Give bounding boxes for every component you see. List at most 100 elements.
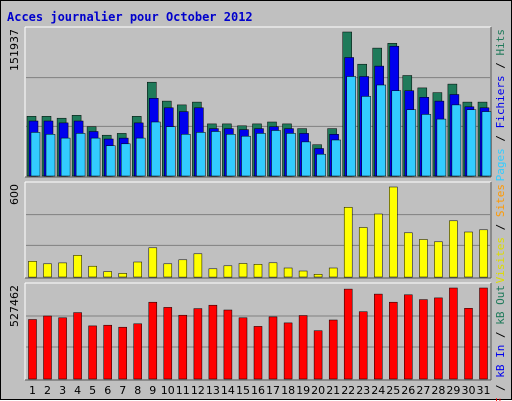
- x-tick-label-day-18: 18: [281, 384, 295, 397]
- legend-entry: Hits: [494, 29, 507, 56]
- bar-bandwidth-kb-f-day-6: [103, 324, 112, 380]
- bar-bandwidth-kb-f-day-7: [118, 326, 127, 380]
- bar-hits-pages-day-1: [30, 132, 41, 177]
- x-tick-label-day-7: 7: [119, 384, 126, 397]
- x-tick-label-day-9: 9: [149, 384, 156, 397]
- bar-bandwidth-kb-f-day-25: [389, 301, 398, 380]
- bar-hits-pages-day-20: [316, 153, 326, 177]
- bar-bandwidth-kb-f-day-30: [464, 308, 473, 380]
- panel-visits-legend: Visites / Sites: [494, 184, 507, 283]
- x-tick-label-day-17: 17: [266, 384, 280, 397]
- panel-hits: 151937 Pages / Fichiers / Hits: [8, 26, 507, 181]
- x-axis-day-labels: 1 2 3 4 5 6 7 8 9 10 11 12 13 14 15 16 17 18 19 20 21 22 23 24 2…: [29, 384, 491, 397]
- bar-hits-pages-day-28: [436, 118, 447, 177]
- x-tick-label-day-6: 6: [104, 384, 111, 397]
- legend-entry: Visites: [494, 237, 507, 283]
- bar-bandwidth-kb-f-day-13: [208, 304, 218, 380]
- bar-visits-visites-day-19: [298, 270, 308, 278]
- bar-hits-pages-day-5: [90, 137, 101, 177]
- bar-visits-visites-day-3: [58, 262, 67, 278]
- x-tick-label-day-21: 21: [326, 384, 340, 397]
- legend-entry: kB F: [494, 398, 507, 401]
- bar-visits-visites-day-29: [449, 220, 458, 278]
- bar-bandwidth-kb-f-day-21: [328, 319, 338, 380]
- legend-entry: /: [494, 128, 507, 148]
- bar-hits-pages-day-26: [406, 109, 417, 177]
- bar-bandwidth-kb-f-day-10: [163, 307, 173, 380]
- bar-hits-pages-day-29: [451, 104, 462, 177]
- bar-visits-visites-day-6: [103, 271, 112, 278]
- panel-bandwidth-max-label: 527462: [8, 285, 21, 327]
- bar-bandwidth-kb-f-day-4: [73, 312, 82, 380]
- bar-visits-visites-day-18: [283, 267, 293, 278]
- bar-hits-pages-day-6: [105, 145, 116, 177]
- legend-entry: Sites: [494, 184, 507, 217]
- chart-title: Acces journalier pour October 2012: [7, 10, 253, 24]
- bar-hits-pages-day-24: [376, 84, 386, 177]
- bar-bandwidth-kb-f-day-15: [238, 317, 248, 380]
- panel-visits: 600 Visites / Sites: [8, 181, 507, 283]
- bar-bandwidth-kb-f-day-29: [449, 287, 458, 380]
- bar-visits-visites-day-11: [178, 259, 188, 278]
- bar-hits-pages-day-12: [196, 132, 206, 177]
- bar-visits-visites-day-8: [133, 261, 142, 278]
- bar-hits-pages-day-16: [256, 133, 266, 177]
- bar-bandwidth-kb-f-day-23: [358, 311, 368, 380]
- bar-visits-visites-day-4: [73, 255, 82, 278]
- x-tick-label-day-3: 3: [59, 384, 66, 397]
- legend-entry: /: [494, 217, 507, 237]
- bar-hits-pages-day-2: [45, 134, 56, 177]
- x-tick-label-day-25: 25: [386, 384, 400, 397]
- x-tick-label-day-2: 2: [44, 384, 51, 397]
- bar-hits-pages-day-22: [346, 76, 356, 177]
- bar-bandwidth-kb-f-day-2: [43, 315, 52, 380]
- bar-hits-pages-day-11: [181, 134, 191, 177]
- x-tick-label-day-20: 20: [311, 384, 325, 397]
- bar-hits-pages-day-19: [301, 141, 311, 177]
- bar-visits-visites-day-10: [163, 263, 173, 278]
- bar-visits-visites-day-16: [253, 264, 263, 278]
- x-tick-label-day-13: 13: [206, 384, 220, 397]
- x-tick-label-day-30: 30: [462, 384, 476, 397]
- x-tick-label-day-12: 12: [191, 384, 205, 397]
- bar-visits-visites-day-5: [88, 265, 97, 278]
- x-tick-label-day-27: 27: [416, 384, 430, 397]
- bar-visits-visites-day-27: [419, 239, 428, 278]
- bar-bandwidth-kb-f-day-8: [133, 323, 142, 380]
- bar-bandwidth-kb-f-day-1: [28, 319, 37, 380]
- bar-bandwidth-kb-f-day-31: [479, 287, 488, 380]
- bar-visits-visites-day-24: [374, 213, 383, 278]
- bar-hits-pages-day-30: [466, 109, 477, 177]
- x-tick-label-day-29: 29: [446, 384, 460, 397]
- bar-visits-visites-day-21: [328, 267, 338, 278]
- bar-visits-visites-day-1: [28, 261, 37, 278]
- bar-hits-pages-day-27: [421, 114, 432, 177]
- x-tick-label-day-22: 22: [341, 384, 355, 397]
- bar-hits-pages-day-17: [271, 130, 281, 177]
- x-tick-label-day-31: 31: [477, 384, 491, 397]
- bar-hits-pages-day-9: [151, 121, 161, 177]
- bar-bandwidth-kb-f-day-18: [283, 322, 293, 380]
- bar-hits-pages-day-4: [75, 133, 86, 177]
- bar-hits-pages-day-8: [135, 137, 146, 177]
- x-tick-label-day-11: 11: [176, 384, 190, 397]
- panel-visits-background: [25, 182, 491, 278]
- panel-visits-max-label: 600: [8, 184, 21, 205]
- bar-hits-pages-day-18: [286, 133, 296, 177]
- x-tick-label-day-8: 8: [134, 384, 141, 397]
- x-tick-label-day-1: 1: [29, 384, 36, 397]
- legend-entry: /: [494, 325, 507, 345]
- bar-hits-pages-day-14: [226, 134, 236, 177]
- legend-entry: kB In: [494, 345, 507, 378]
- bar-hits-pages-day-23: [361, 96, 371, 177]
- bar-hits-pages-day-13: [211, 131, 221, 177]
- bar-visits-visites-day-25: [389, 186, 398, 278]
- bar-hits-pages-day-31: [481, 111, 492, 177]
- x-tick-label-day-24: 24: [371, 384, 385, 397]
- bar-bandwidth-kb-f-day-5: [88, 325, 97, 380]
- x-tick-label-day-4: 4: [74, 384, 81, 397]
- bar-bandwidth-kb-f-day-26: [404, 294, 413, 380]
- bar-bandwidth-kb-f-day-14: [223, 309, 233, 380]
- bar-visits-visites-day-20: [313, 274, 323, 278]
